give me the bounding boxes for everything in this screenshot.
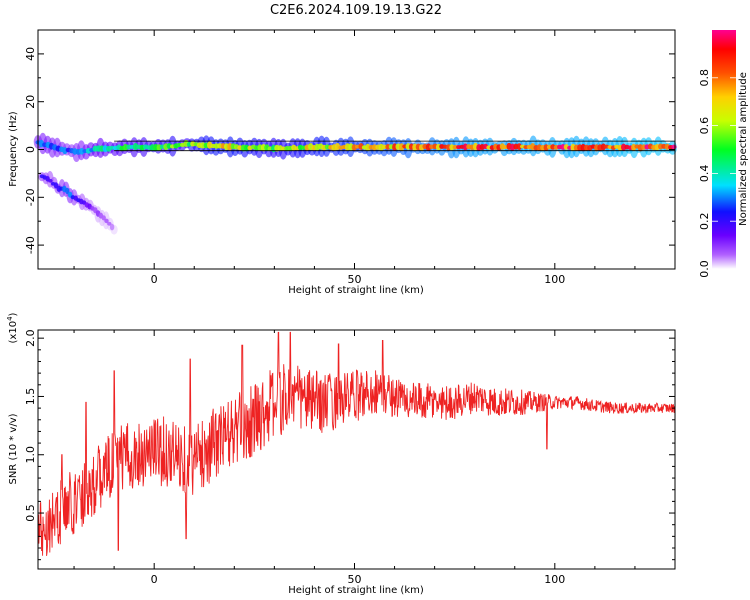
colorbar-label: Normalized spectral amplitude xyxy=(738,72,749,226)
ridge-mark-core xyxy=(621,143,627,151)
ridge-mark-core xyxy=(365,143,371,152)
colorbar-gradient xyxy=(712,30,736,269)
spectrogram-image xyxy=(33,132,677,235)
ridge-mark-core xyxy=(244,144,250,152)
snr-x-tick-label: 100 xyxy=(544,573,565,586)
colorbar: 0.0 0.2 0.4 0.6 0.8 Normalized spectral ampl… xyxy=(698,30,749,278)
colorbar-ticks: 0.0 0.2 0.4 0.6 0.8 xyxy=(698,69,736,278)
x-tick-label: 100 xyxy=(544,273,565,286)
x-tick-label: 50 xyxy=(347,273,361,286)
y-tick-label: 40 xyxy=(24,47,37,61)
snr-x-tick-label: 0 xyxy=(151,573,158,586)
snr-scale-exponent: 4 xyxy=(6,316,14,321)
secondary-mark-core xyxy=(107,221,112,226)
snr-y-tick-label: 2.0 xyxy=(24,329,37,347)
colorbar-tick-label: 0.2 xyxy=(698,212,711,230)
colorbar-tick-label: 0.6 xyxy=(698,117,711,135)
spectrogram-y-label: Frequency (Hz) xyxy=(8,111,19,187)
snr-x-tick-label: 50 xyxy=(347,573,361,586)
colorbar-tick-label: 0.8 xyxy=(698,69,711,87)
ridge-mark-core xyxy=(133,143,139,151)
snr-x-label: Height of straight line (km) xyxy=(288,585,424,596)
snr-plot-area xyxy=(38,331,675,556)
ridge-mark-core xyxy=(449,144,455,151)
secondary-mark-core xyxy=(104,218,109,224)
ridge-mark-core xyxy=(600,143,607,151)
ridge-mark-core xyxy=(79,148,85,155)
secondary-mark-core xyxy=(101,215,106,221)
secondary-mark-core xyxy=(56,185,61,192)
ridge-mark-core xyxy=(671,144,677,150)
spectrogram-panel: 0 50 100 -40 -20 0 20 40 Height of straight lin… xyxy=(8,29,677,296)
snr-frame xyxy=(37,329,676,570)
secondary-mark-core xyxy=(65,187,70,195)
y-tick-label: -20 xyxy=(24,188,37,206)
snr-scale-base: (x10 xyxy=(8,321,19,344)
colorbar-tick-label: 0.4 xyxy=(698,165,711,183)
spectrogram-ticks: 0 50 100 -40 -20 0 20 40 xyxy=(24,29,676,286)
snr-panel: 0 50 100 0.5 1.0 1.5 2.0 Height of straight li… xyxy=(6,312,676,596)
svg-text:(x104): (x104) xyxy=(6,312,19,343)
figure-title: C2E6.2024.109.19.13.G22 xyxy=(270,3,442,18)
y-tick-label: 0 xyxy=(24,146,37,153)
snr-y-tick-label: 0.5 xyxy=(24,504,37,522)
snr-ticks: 0 50 100 0.5 1.0 1.5 2.0 xyxy=(24,329,676,586)
secondary-mark-core xyxy=(109,223,115,231)
y-tick-label: -40 xyxy=(24,236,37,254)
colorbar-tick-label: 0.0 xyxy=(698,260,711,278)
y-tick-label: 20 xyxy=(24,95,37,109)
ridge-mark-core xyxy=(516,143,522,151)
snr-y-label: SNR (10 * v/v) xyxy=(8,413,19,484)
secondary-mark-core xyxy=(48,179,53,183)
spectrogram-x-label: Height of straight line (km) xyxy=(288,285,424,296)
snr-y-tick-label: 1.0 xyxy=(24,446,37,464)
snr-y-tick-label: 1.5 xyxy=(24,388,37,406)
snr-scale-label: (x104) xyxy=(6,312,19,343)
snr-series-line xyxy=(38,331,675,556)
x-tick-label: 0 xyxy=(151,273,158,286)
